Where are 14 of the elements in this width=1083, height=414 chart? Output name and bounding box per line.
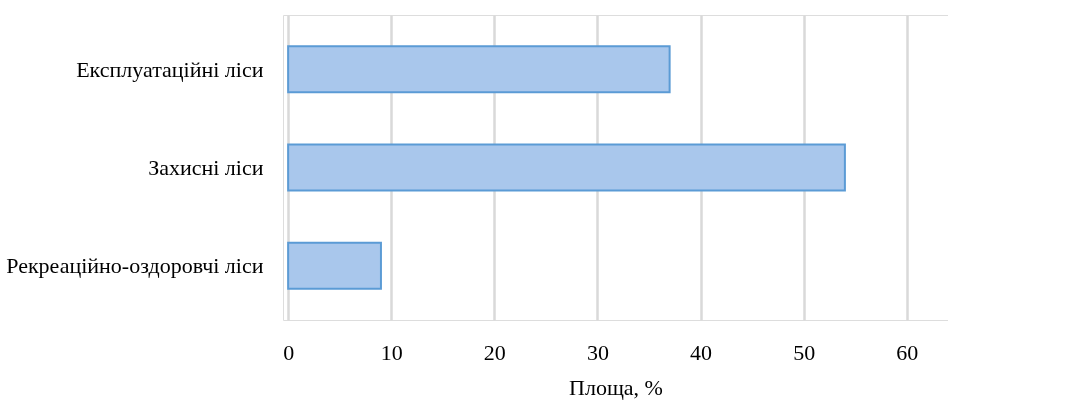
x-tick-label: 50 bbox=[793, 339, 816, 365]
bar bbox=[287, 45, 671, 94]
x-tick-label: 0 bbox=[283, 339, 295, 365]
x-tick-label: 10 bbox=[380, 339, 403, 365]
x-tick-label: 20 bbox=[483, 339, 506, 365]
x-tick-label: 30 bbox=[586, 339, 609, 365]
bar bbox=[287, 143, 846, 192]
y-tick-label: Рекреаційно-оздоровчі ліси bbox=[6, 253, 264, 279]
x-axis-title: Площа, % bbox=[569, 374, 663, 400]
x-tick-label: 40 bbox=[690, 339, 713, 365]
x-tick-label: 60 bbox=[896, 339, 919, 365]
y-tick-label: Захисні ліси bbox=[148, 155, 264, 180]
y-tick-label: Експлуатаційні ліси bbox=[76, 56, 264, 82]
bar bbox=[287, 241, 382, 290]
